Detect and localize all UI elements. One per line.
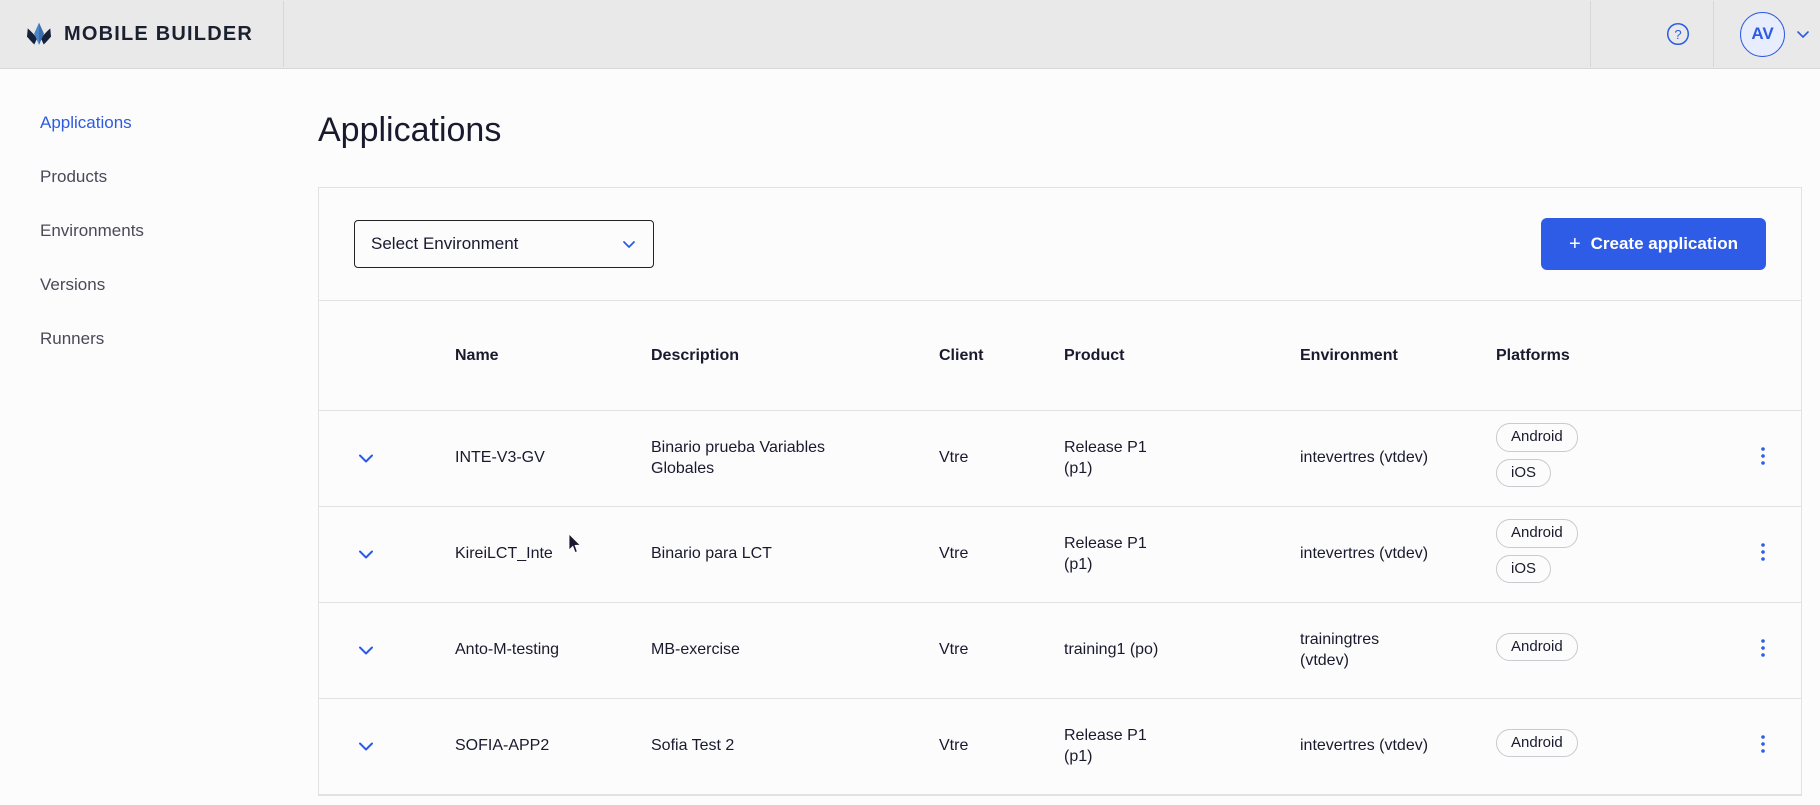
svg-text:?: ? xyxy=(1674,27,1681,42)
